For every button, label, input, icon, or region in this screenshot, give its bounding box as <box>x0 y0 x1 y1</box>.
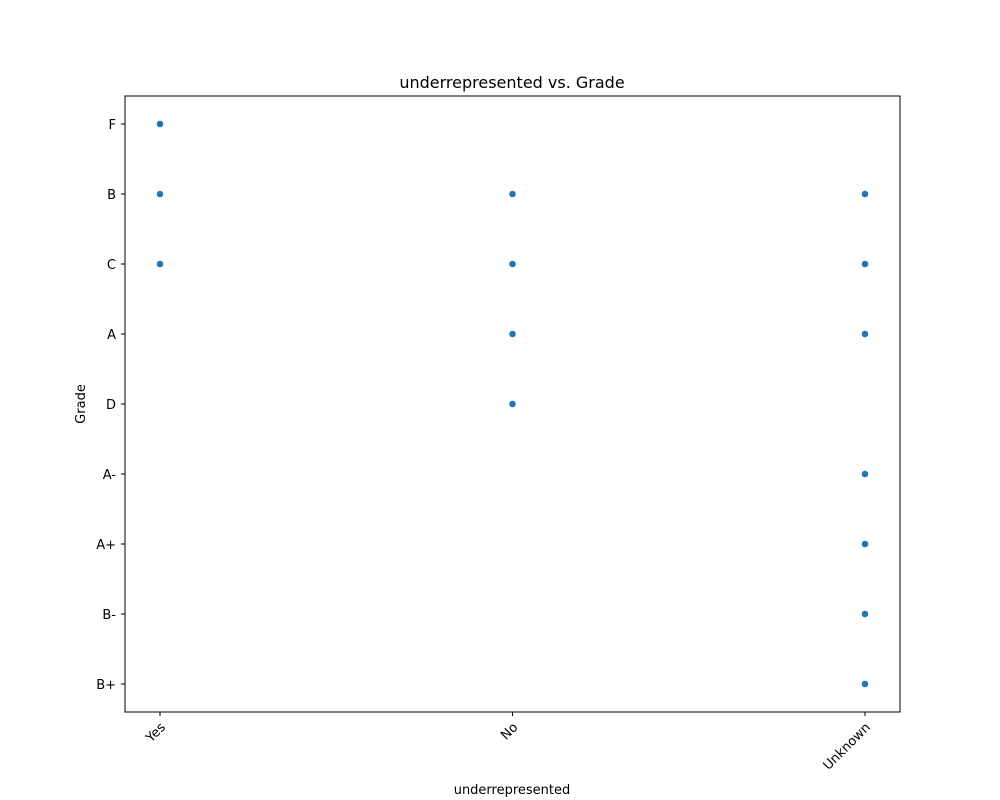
x-axis-title: underrepresented <box>454 783 571 798</box>
y-axis: F B C A D A- A+ B- B+ <box>96 118 125 693</box>
point-no-c <box>508 260 517 268</box>
point-yes-c <box>156 260 164 268</box>
y-tick-label-a-plus: A+ <box>96 538 116 553</box>
y-tick-label-a: A <box>107 328 116 343</box>
point-unknown-a-minus <box>861 470 869 478</box>
y-tick-label-a-minus: A- <box>103 468 117 483</box>
point-unknown-c <box>861 260 869 268</box>
point-unknown-b-minus <box>861 610 869 618</box>
point-unknown-b <box>861 190 869 198</box>
y-tick-label-c: C <box>107 258 116 273</box>
point-yes-f <box>156 120 164 128</box>
point-unknown-b-plus <box>861 680 869 688</box>
y-tick-label-b-minus: B- <box>102 608 116 623</box>
point-no-a <box>508 330 517 338</box>
y-tick-label-f: F <box>109 118 116 133</box>
point-yes-b <box>156 190 164 198</box>
y-tick-label-b: B <box>107 188 116 203</box>
point-unknown-a <box>861 330 869 338</box>
chart-title: underrepresented vs. Grade <box>399 73 624 92</box>
y-axis-title: Grade <box>74 384 89 424</box>
y-tick-label-b-plus: B+ <box>96 678 116 693</box>
y-tick-label-d: D <box>106 398 116 413</box>
point-no-b <box>508 190 517 198</box>
point-unknown-a-plus <box>861 540 869 548</box>
data-points <box>156 120 869 688</box>
point-no-d <box>508 400 517 408</box>
